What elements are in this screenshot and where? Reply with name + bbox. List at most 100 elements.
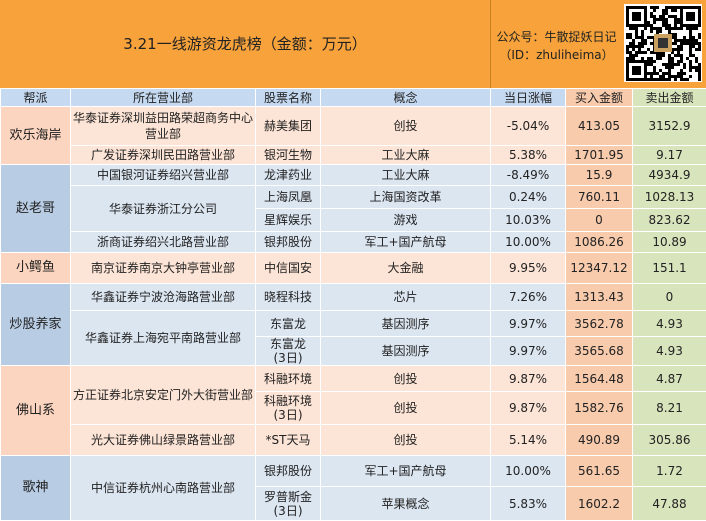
buy-amount: 3562.78 xyxy=(566,311,633,337)
concept: 创投 xyxy=(321,392,491,425)
concept: 基因测序 xyxy=(321,311,491,337)
column-header: 帮派 xyxy=(1,89,71,107)
concept: 基因测序 xyxy=(321,337,491,366)
change: 7.26% xyxy=(491,284,566,311)
stock: 银河生物 xyxy=(256,146,321,165)
buy-amount: 0 xyxy=(566,209,633,232)
sell-amount: 3152.9 xyxy=(633,107,706,146)
buy-amount: 1564.48 xyxy=(566,366,633,392)
stock: 银邦股份 xyxy=(256,456,321,487)
sell-amount: 10.89 xyxy=(633,232,706,253)
change: 10.00% xyxy=(491,456,566,487)
stock: 星辉娱乐 xyxy=(256,209,321,232)
sell-amount: 305.86 xyxy=(633,425,706,456)
change: 9.97% xyxy=(491,311,566,337)
stock: 上海凤凰 xyxy=(256,186,321,209)
buy-amount: 3565.68 xyxy=(566,337,633,366)
change: 9.87% xyxy=(491,366,566,392)
sell-amount: 4.87 xyxy=(633,366,706,392)
sell-amount: 8.21 xyxy=(633,392,706,425)
buy-amount: 1701.95 xyxy=(566,146,633,165)
header-row: 帮派所在营业部股票名称概念当日涨幅买入金额卖出金额 xyxy=(1,89,706,107)
concept: 创投 xyxy=(321,107,491,146)
row: 欢乐海岸华泰证券深圳益田路荣超商务中心营业部赫美集团创投-5.04%413.05… xyxy=(1,107,706,146)
change: 9.87% xyxy=(491,392,566,425)
concept: 创投 xyxy=(321,366,491,392)
buy-amount: 760.11 xyxy=(566,186,633,209)
sell-amount: 1028.13 xyxy=(633,186,706,209)
column-header: 所在营业部 xyxy=(71,89,256,107)
buy-amount: 413.05 xyxy=(566,107,633,146)
branch: 方正证券北京安定门外大街营业部 xyxy=(71,366,256,425)
column-header: 股票名称 xyxy=(256,89,321,107)
buy-amount: 1582.76 xyxy=(566,392,633,425)
buy-amount: 561.65 xyxy=(566,456,633,487)
change: 5.83% xyxy=(491,487,566,521)
sell-amount: 1.72 xyxy=(633,456,706,487)
concept: 苹果概念 xyxy=(321,487,491,521)
buy-amount: 1086.26 xyxy=(566,232,633,253)
branch: 中国银河证券绍兴营业部 xyxy=(71,165,256,186)
change: 10.00% xyxy=(491,232,566,253)
branch: 广发证券深圳民田路营业部 xyxy=(71,146,256,165)
stock: *ST天马 xyxy=(256,425,321,456)
stock: 罗普斯金 (3日) xyxy=(256,487,321,521)
buy-amount: 1313.43 xyxy=(566,284,633,311)
concept: 工业大麻 xyxy=(321,165,491,186)
change: 5.14% xyxy=(491,425,566,456)
change: 9.97% xyxy=(491,337,566,366)
sell-amount: 9.17 xyxy=(633,146,706,165)
gang: 歌神 xyxy=(1,456,71,521)
gang: 炒股养家 xyxy=(1,284,71,366)
concept: 创投 xyxy=(321,425,491,456)
stock: 晓程科技 xyxy=(256,284,321,311)
change: 10.03% xyxy=(491,209,566,232)
branch: 光大证券佛山绿景路营业部 xyxy=(71,425,256,456)
column-header: 当日涨幅 xyxy=(491,89,566,107)
stock: 东富龙 (3日) xyxy=(256,337,321,366)
change: 0.24% xyxy=(491,186,566,209)
concept: 上海国资改革 xyxy=(321,186,491,209)
buy-amount: 490.89 xyxy=(566,425,633,456)
sell-amount: 823.62 xyxy=(633,209,706,232)
concept: 游戏 xyxy=(321,209,491,232)
change: 9.95% xyxy=(491,253,566,284)
branch: 中信证券杭州心南路营业部 xyxy=(71,456,256,521)
sell-amount: 4.93 xyxy=(633,311,706,337)
gang: 小鳄鱼 xyxy=(1,253,71,284)
sell-amount: 0 xyxy=(633,284,706,311)
stock: 科融环境 xyxy=(256,366,321,392)
table: 帮派所在营业部股票名称概念当日涨幅买入金额卖出金额欢乐海岸华泰证券深圳益田路荣超… xyxy=(0,88,706,521)
concept: 芯片 xyxy=(321,284,491,311)
stock: 银邦股份 xyxy=(256,232,321,253)
title: 3.21一线游资龙虎榜（金额：万元） xyxy=(0,0,490,88)
gang: 欢乐海岸 xyxy=(1,107,71,165)
column-header: 买入金额 xyxy=(566,89,633,107)
change: -8.49% xyxy=(491,165,566,186)
branch: 华鑫证券上海宛平南路营业部 xyxy=(71,311,256,366)
qr-code xyxy=(624,4,702,82)
buy-amount: 15.9 xyxy=(566,165,633,186)
sell-amount: 151.1 xyxy=(633,253,706,284)
concept: 军工+国产航母 xyxy=(321,232,491,253)
account: 公众号：牛散捉妖日记 xyxy=(491,28,622,46)
change: 5.38% xyxy=(491,146,566,165)
buy-amount: 1602.2 xyxy=(566,487,633,521)
change: -5.04% xyxy=(491,107,566,146)
column-header: 卖出金额 xyxy=(633,89,706,107)
account-info: 公众号：牛散捉妖日记 （ID：zhuliheima） xyxy=(490,0,622,88)
stock: 东富龙 xyxy=(256,311,321,337)
stock: 龙津药业 xyxy=(256,165,321,186)
concept: 大金融 xyxy=(321,253,491,284)
branch: 华泰证券深圳益田路荣超商务中心营业部 xyxy=(71,107,256,146)
sell-amount: 4934.9 xyxy=(633,165,706,186)
